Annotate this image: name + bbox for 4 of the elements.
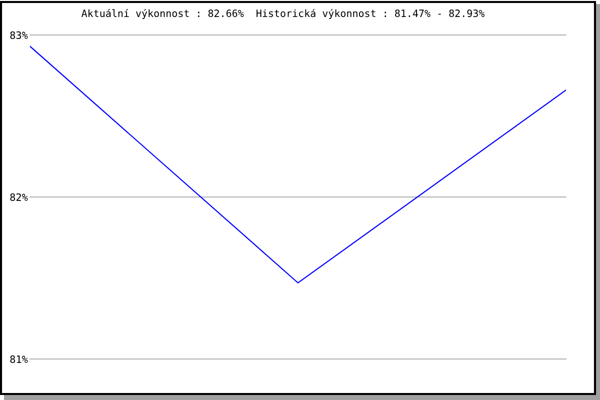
chart-title: Aktuální výkonnost : 82.66% Historická výkonnost : 81.47% - 82.93% [82,8,485,20]
y-tick-label: 82% [10,193,28,202]
y-tick-label: 83% [10,31,28,40]
y-tick-label: 81% [10,355,28,364]
